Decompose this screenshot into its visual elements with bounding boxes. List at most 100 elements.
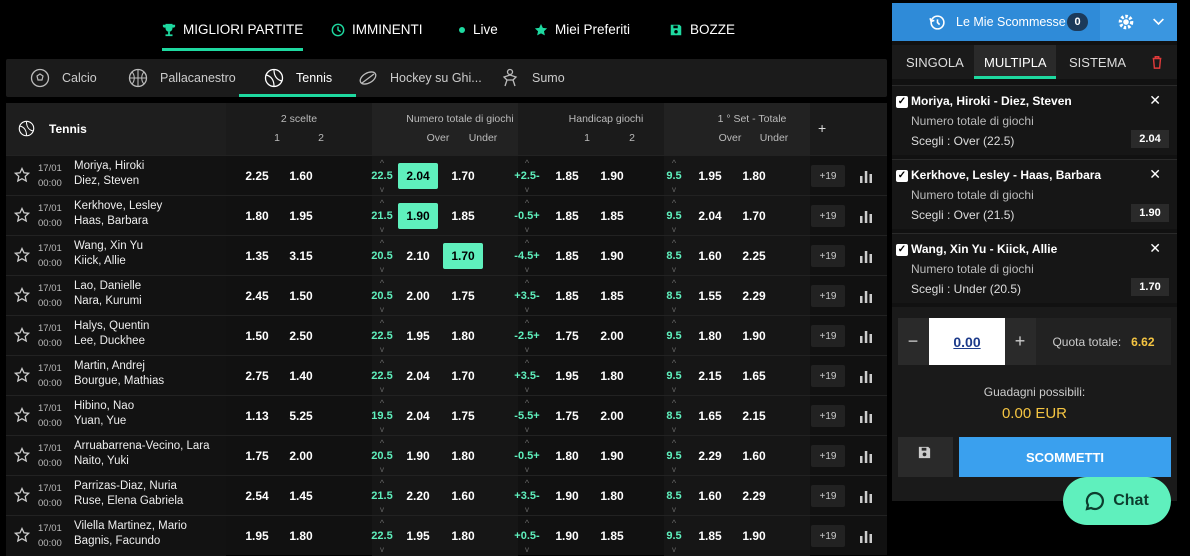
more-markets-button[interactable]: +19 <box>811 365 845 387</box>
odds-button[interactable]: 1.75 <box>555 329 579 343</box>
tab-bozze[interactable]: BOZZE <box>669 22 735 37</box>
odds-button[interactable]: 1.50 <box>245 329 269 343</box>
odds-button[interactable]: 1.95 <box>245 529 269 543</box>
more-markets-button[interactable]: +19 <box>811 445 845 467</box>
odds-button[interactable]: 1.45 <box>289 489 313 503</box>
odds-button[interactable]: 1.60 <box>698 489 722 503</box>
close-icon[interactable]: ✕ <box>1149 166 1161 182</box>
odds-button[interactable]: 1.70 <box>742 209 766 223</box>
odds-button[interactable]: 1.95 <box>555 369 579 383</box>
odds-button[interactable]: 3.15 <box>289 249 313 263</box>
odds-button[interactable]: 1.85 <box>555 209 579 223</box>
sport-tab-calcio[interactable]: Calcio <box>30 59 130 97</box>
odds-button[interactable]: 2.04 <box>406 409 430 423</box>
chat-button[interactable]: Chat <box>1063 477 1171 525</box>
odds-button[interactable]: 1.90 <box>398 203 438 229</box>
odds-button[interactable]: 1.75 <box>555 409 579 423</box>
tab-miei-preferiti[interactable]: Miei Preferiti <box>534 22 630 37</box>
odds-button[interactable]: 1.50 <box>289 289 313 303</box>
tab-singola[interactable]: SINGOLA <box>892 45 974 79</box>
stats-icon[interactable] <box>858 488 874 504</box>
odds-button[interactable]: 1.40 <box>289 369 313 383</box>
odds-button[interactable]: 2.04 <box>698 209 722 223</box>
odds-button[interactable]: 1.65 <box>742 369 766 383</box>
odds-button[interactable]: 2.00 <box>289 449 313 463</box>
add-market-button[interactable]: + <box>818 120 827 136</box>
stats-icon[interactable] <box>858 528 874 544</box>
star-icon[interactable] <box>14 167 30 183</box>
sport-tab-hockey[interactable]: Hockey su Ghi... <box>358 59 488 97</box>
close-icon[interactable]: ✕ <box>1149 92 1161 108</box>
star-icon[interactable] <box>14 327 30 343</box>
match-teams[interactable]: Parrizas-Diaz, Nuria Ruse, Elena Gabriela <box>74 479 183 509</box>
star-icon[interactable] <box>14 487 30 503</box>
stats-icon[interactable] <box>858 408 874 424</box>
odds-button[interactable]: 5.25 <box>289 409 313 423</box>
stats-icon[interactable] <box>858 368 874 384</box>
star-icon[interactable] <box>14 447 30 463</box>
star-icon[interactable] <box>14 287 30 303</box>
odds-button[interactable]: 2.00 <box>600 409 624 423</box>
odds-button[interactable]: 1.90 <box>742 529 766 543</box>
odds-button[interactable]: 1.80 <box>600 489 624 503</box>
odds-button[interactable]: 2.29 <box>698 449 722 463</box>
stats-icon[interactable] <box>858 328 874 344</box>
odds-button[interactable]: 1.85 <box>600 289 624 303</box>
odds-button[interactable]: 1.70 <box>443 243 483 269</box>
place-bet-button[interactable]: SCOMMETTI <box>959 437 1171 477</box>
odds-button[interactable]: 2.10 <box>406 249 430 263</box>
odds-button[interactable]: 2.15 <box>742 409 766 423</box>
sport-tab-pallacanestro[interactable]: Pallacanestro <box>128 59 248 97</box>
odds-button[interactable]: 1.80 <box>245 209 269 223</box>
odds-button[interactable]: 2.45 <box>245 289 269 303</box>
match-teams[interactable]: Hibino, Nao Yuan, Yue <box>74 399 134 429</box>
odds-button[interactable]: 1.95 <box>406 529 430 543</box>
odds-button[interactable]: 1.80 <box>451 449 475 463</box>
odds-button[interactable]: 1.95 <box>698 169 722 183</box>
odds-button[interactable]: 1.85 <box>555 249 579 263</box>
odds-button[interactable]: 1.85 <box>600 529 624 543</box>
odds-button[interactable]: 1.60 <box>742 449 766 463</box>
odds-button[interactable]: 2.15 <box>698 369 722 383</box>
odds-button[interactable]: 1.85 <box>451 209 475 223</box>
match-teams[interactable]: Kerkhove, Lesley Haas, Barbara <box>74 199 162 229</box>
trash-icon[interactable] <box>1150 55 1164 69</box>
odds-button[interactable]: 1.60 <box>451 489 475 503</box>
odds-button[interactable]: 1.75 <box>451 409 475 423</box>
odds-button[interactable]: 2.29 <box>742 289 766 303</box>
tab-multipla[interactable]: MULTIPLA <box>974 45 1056 79</box>
odds-button[interactable]: 2.54 <box>245 489 269 503</box>
odds-button[interactable]: 1.80 <box>600 369 624 383</box>
odds-button[interactable]: 1.80 <box>742 169 766 183</box>
tab-sistema[interactable]: SISTEMA <box>1056 45 1138 79</box>
odds-button[interactable]: 1.60 <box>698 249 722 263</box>
more-markets-button[interactable]: +19 <box>811 205 845 227</box>
more-markets-button[interactable]: +19 <box>811 325 845 347</box>
stats-icon[interactable] <box>858 168 874 184</box>
odds-button[interactable]: 1.95 <box>289 209 313 223</box>
stake-minus-button[interactable]: − <box>907 331 919 351</box>
star-icon[interactable] <box>14 527 30 543</box>
more-markets-button[interactable]: +19 <box>811 525 845 547</box>
stats-icon[interactable] <box>858 248 874 264</box>
match-teams[interactable]: Arruabarrena-Vecino, Lara Naito, Yuki <box>74 439 210 469</box>
betslip-header[interactable]: Le Mie Scommesse 0 <box>892 3 1177 41</box>
odds-button[interactable]: 1.90 <box>600 249 624 263</box>
odds-button[interactable]: 1.70 <box>451 369 475 383</box>
odds-button[interactable]: 1.80 <box>289 529 313 543</box>
odds-button[interactable]: 1.35 <box>245 249 269 263</box>
odds-button[interactable]: 2.00 <box>600 329 624 343</box>
odds-button[interactable]: 2.00 <box>406 289 430 303</box>
match-teams[interactable]: Wang, Xin Yu Kiick, Allie <box>74 239 143 269</box>
stake-input[interactable]: 0.00 <box>929 318 1005 365</box>
settings-button[interactable] <box>1100 3 1177 41</box>
more-markets-button[interactable]: +19 <box>811 405 845 427</box>
match-teams[interactable]: Moriya, Hiroki Diez, Steven <box>74 159 144 189</box>
odds-button[interactable]: 2.29 <box>742 489 766 503</box>
odds-button[interactable]: 1.75 <box>451 289 475 303</box>
check-icon[interactable]: ✓ <box>896 170 908 182</box>
odds-button[interactable]: 1.65 <box>698 409 722 423</box>
close-icon[interactable]: ✕ <box>1149 240 1161 256</box>
star-icon[interactable] <box>14 247 30 263</box>
odds-button[interactable]: 1.90 <box>406 449 430 463</box>
